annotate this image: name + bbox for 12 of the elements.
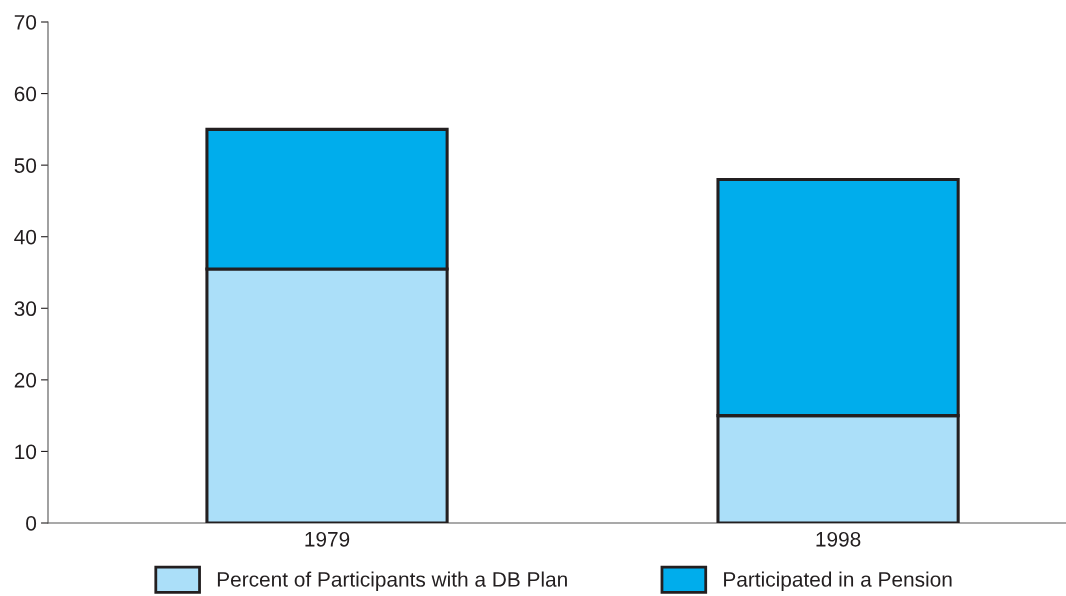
x-tick-label: 1998 <box>816 531 861 547</box>
y-tick-label: 30 <box>14 301 37 317</box>
y-tick-label: 20 <box>14 372 37 388</box>
x-tick-label: 1979 <box>305 531 350 547</box>
y-tick-label: 40 <box>14 229 37 245</box>
y-tick-label: 60 <box>14 86 37 102</box>
legend-label: Percent of Participants with a DB Plan <box>217 571 567 591</box>
y-tick-label: 50 <box>14 158 37 173</box>
y-tick-label: 10 <box>15 444 37 460</box>
y-tick-label: 0 <box>26 516 37 531</box>
y-tick-label: 70 <box>14 15 37 30</box>
legend-label: Participated in a Pension <box>724 571 952 591</box>
